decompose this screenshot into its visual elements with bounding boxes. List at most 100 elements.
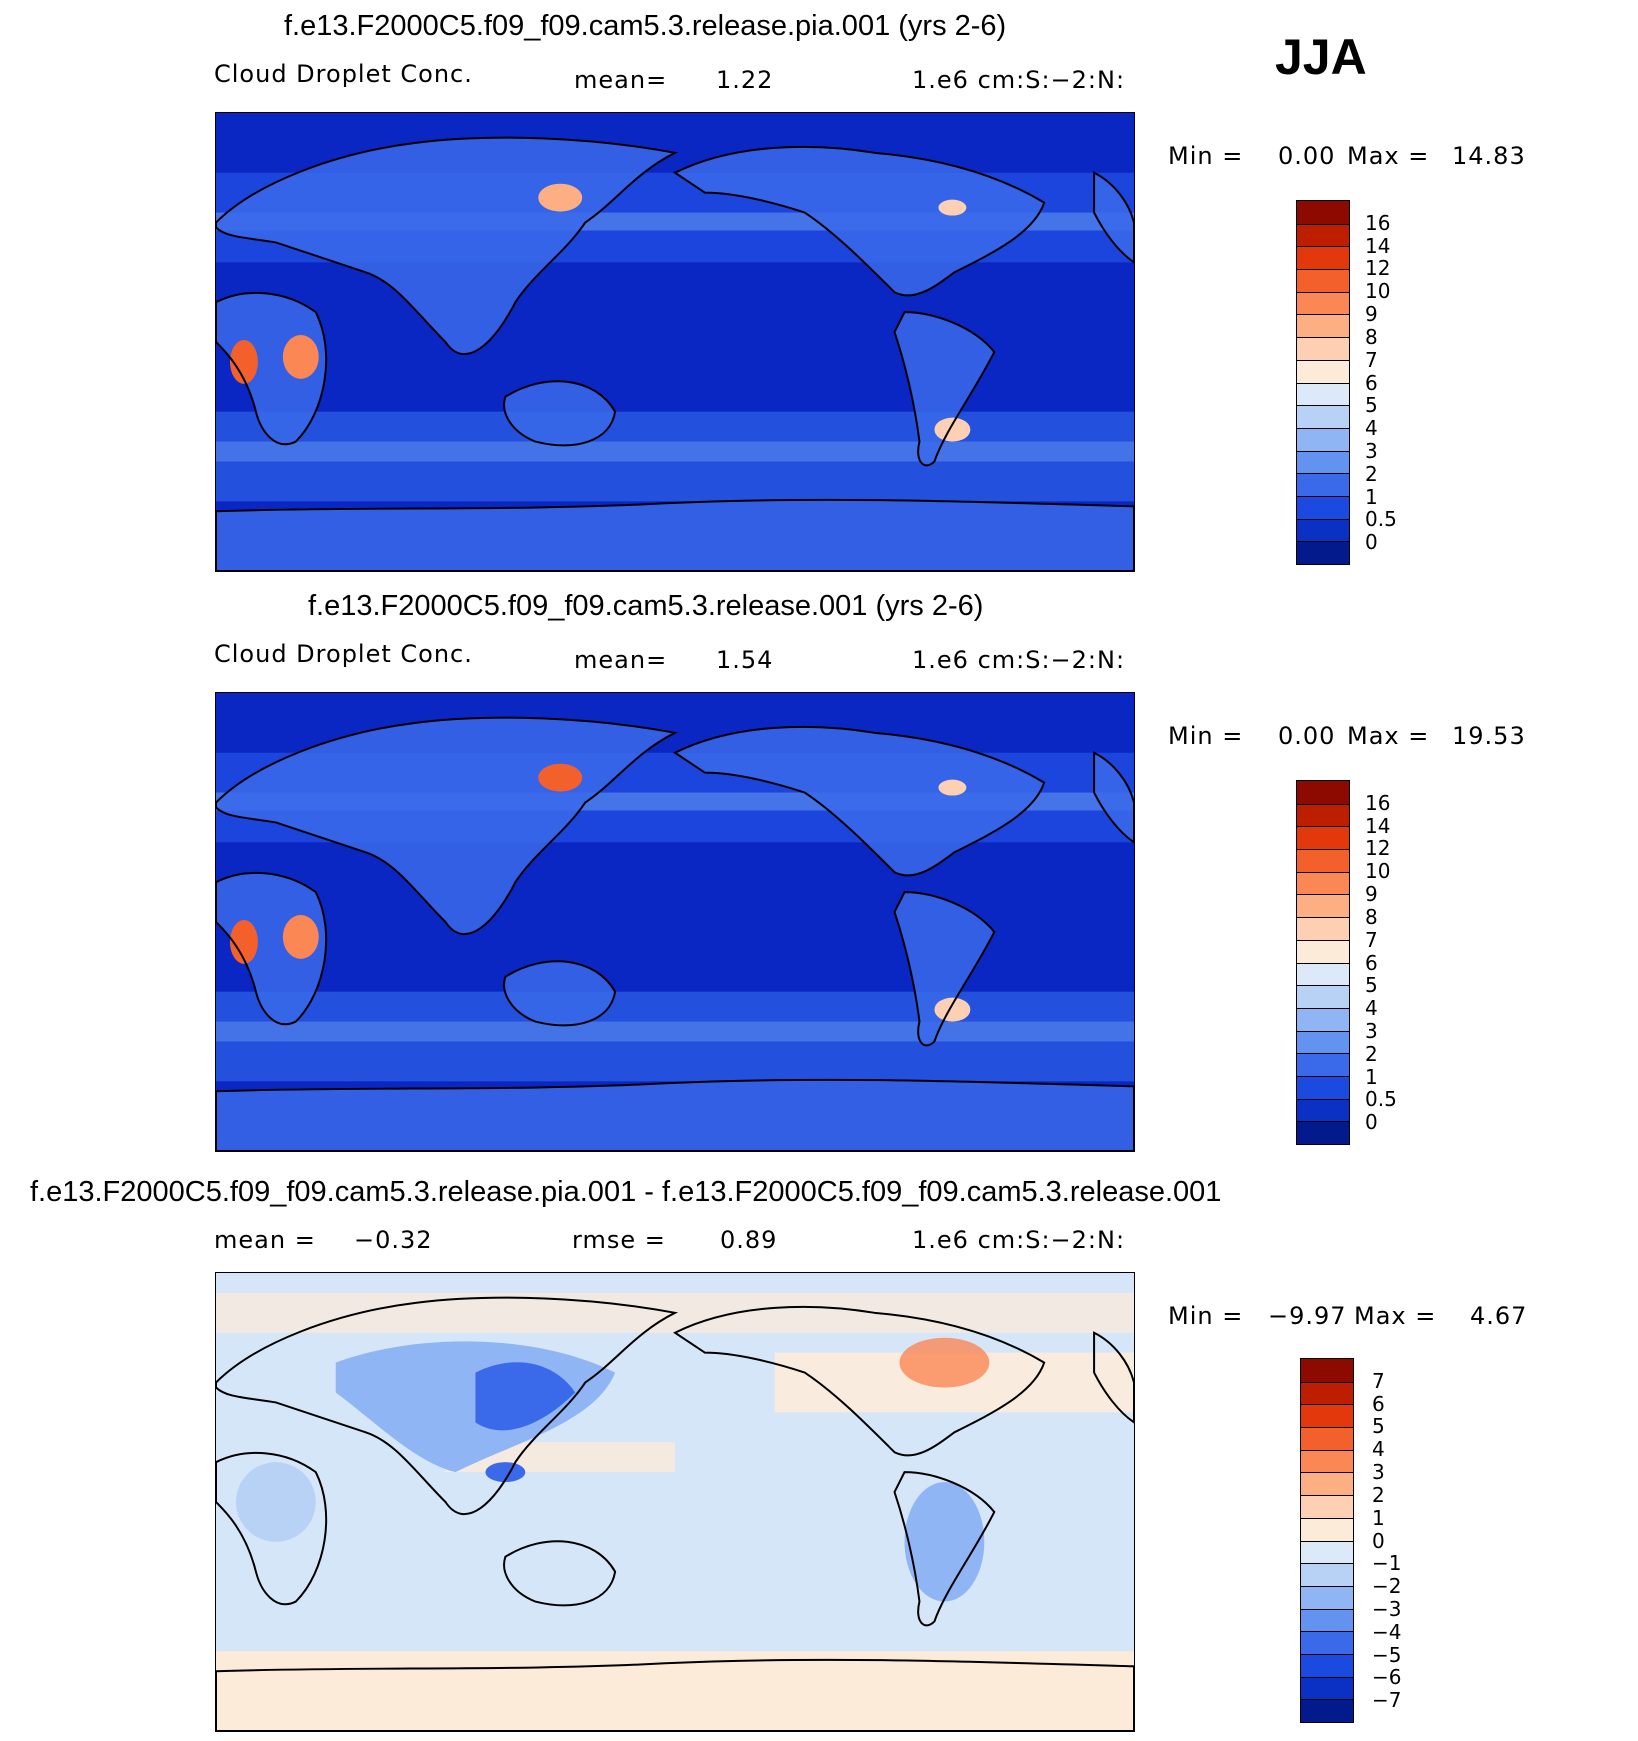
- colorbar-tick-label: 16: [1365, 790, 1391, 815]
- panel-1-max-value: 14.83: [1452, 142, 1526, 170]
- colorbar-tick-label: 8: [1365, 324, 1378, 349]
- colorbar-box: [1297, 473, 1349, 496]
- coastline: [673, 145, 1046, 297]
- colorbar-tick-label: 0: [1365, 1110, 1378, 1135]
- colorbar-box: [1301, 1359, 1353, 1382]
- colorbar-tick-label: 9: [1365, 882, 1378, 907]
- coastline: [216, 1452, 328, 1606]
- land-field: [675, 726, 1045, 876]
- coastline: [893, 1471, 996, 1627]
- land-field: [1094, 172, 1134, 263]
- colorbar-box: [1301, 1404, 1353, 1428]
- diff-negative: [904, 1482, 985, 1602]
- colorbar-tick-label: 7: [1372, 1368, 1385, 1393]
- panel-3-max-value: 4.67: [1470, 1302, 1528, 1330]
- colorbar-box: [1301, 1517, 1353, 1541]
- panel-1-min-label: Min =: [1168, 142, 1244, 170]
- panel-3-rmse-value: 0.89: [720, 1226, 778, 1254]
- panel-2-min-value: 0.00: [1278, 722, 1336, 750]
- land-field: [675, 146, 1045, 296]
- colorbar-box: [1297, 382, 1349, 406]
- colorbar-box: [1301, 1540, 1353, 1564]
- colorbar-box: [1301, 1608, 1353, 1632]
- colorbar-tick-label: 0: [1372, 1528, 1385, 1553]
- colorbar-tick-label: 3: [1365, 438, 1378, 463]
- panel-3-title: f.e13.F2000C5.f09_f09.cam5.3.release.pia…: [30, 1176, 1222, 1208]
- colorbar-tick-label: 6: [1365, 950, 1378, 975]
- colorbar-box: [1297, 518, 1349, 542]
- colorbar-tick-label: 1: [1365, 484, 1378, 509]
- colorbar-box: [1297, 849, 1349, 872]
- coastline: [216, 292, 328, 446]
- panel-1-title: f.e13.F2000C5.f09_f09.cam5.3.release.pia…: [284, 10, 1007, 42]
- panel-3-mean-label: mean =: [214, 1226, 316, 1254]
- land-field: [216, 1079, 1134, 1151]
- colorbar-tick-label: 12: [1365, 836, 1391, 861]
- colorbar-tick-label: −7: [1372, 1688, 1402, 1713]
- colorbar-tick-label: −5: [1372, 1642, 1402, 1667]
- colorbar-tick-label: 0: [1365, 530, 1378, 555]
- coastline: [216, 498, 1134, 571]
- panel-1-map-field: [216, 113, 1134, 571]
- land-field: [216, 292, 327, 445]
- panel-2-units: 1.e6 cm:S:−2:N:: [912, 646, 1126, 674]
- panel-1-units: 1.e6 cm:S:−2:N:: [912, 66, 1126, 94]
- panel-1-mean-value: 1.22: [716, 66, 774, 94]
- land-field: [504, 961, 616, 1026]
- colorbar-box: [1297, 201, 1349, 224]
- colorbar-box: [1297, 269, 1349, 292]
- panel-2-min-label: Min =: [1168, 722, 1244, 750]
- colorbar-box: [1297, 917, 1349, 940]
- hotspot: [538, 183, 583, 212]
- colorbar-box: [1297, 962, 1349, 986]
- panel-2-max-value: 19.53: [1452, 722, 1526, 750]
- colorbar-tick-label: 7: [1365, 347, 1378, 372]
- colorbar-box: [1297, 1098, 1349, 1122]
- colorbar-tick-label: 16: [1365, 210, 1391, 235]
- coastline: [893, 311, 996, 467]
- hotspot: [938, 199, 967, 216]
- colorbar-tick-label: 1: [1365, 1064, 1378, 1089]
- colorbar-tick-label: 5: [1365, 973, 1378, 998]
- colorbar-box: [1301, 1699, 1353, 1722]
- land-field: [894, 312, 995, 466]
- colorbar-tick-label: 5: [1372, 1414, 1385, 1439]
- coastline: [503, 960, 617, 1027]
- hotspot: [934, 417, 971, 442]
- colorbar-tick-label: 12: [1365, 256, 1391, 281]
- coastline: [673, 1305, 1046, 1457]
- colorbar-tick-label: 5: [1365, 393, 1378, 418]
- coastline: [216, 1078, 1134, 1151]
- colorbar-tick-label: 1: [1372, 1505, 1385, 1530]
- colorbar-tick-label: −1: [1372, 1551, 1402, 1576]
- land-field: [216, 499, 1134, 571]
- colorbar-box: [1301, 1472, 1353, 1496]
- panel-3-max-label: Max =: [1354, 1302, 1437, 1330]
- colorbar-tick-label: 7: [1365, 927, 1378, 952]
- season-label: JJA: [1275, 29, 1367, 85]
- colorbar-tick-label: −2: [1372, 1574, 1402, 1599]
- colorbar-box: [1297, 337, 1349, 360]
- colorbar-box: [1297, 1007, 1349, 1031]
- colorbar-tick-label: 4: [1365, 416, 1378, 441]
- coastline: [1093, 751, 1134, 844]
- colorbar-box: [1297, 495, 1349, 519]
- colorbar-tick-label: 8: [1365, 904, 1378, 929]
- colorbar-box: [1297, 1121, 1349, 1144]
- coastline: [216, 1296, 679, 1515]
- diff-positive: [899, 1337, 990, 1388]
- colorbar-box: [1301, 1676, 1353, 1700]
- hotspot: [282, 335, 319, 379]
- colorbar-tick-label: 14: [1365, 813, 1391, 838]
- coastline: [216, 716, 679, 935]
- colorbar-tick-label: 3: [1372, 1460, 1385, 1485]
- panel-2-map: [215, 692, 1135, 1152]
- colorbar-box: [1297, 427, 1349, 451]
- panel-3-mean-value: −0.32: [354, 1226, 433, 1254]
- colorbar-box: [1297, 405, 1349, 428]
- colorbar-tick-label: 2: [1372, 1482, 1385, 1507]
- colorbar-box: [1297, 314, 1349, 338]
- coastline: [216, 136, 679, 355]
- map-band: [216, 1021, 1134, 1042]
- coastline: [1093, 171, 1134, 264]
